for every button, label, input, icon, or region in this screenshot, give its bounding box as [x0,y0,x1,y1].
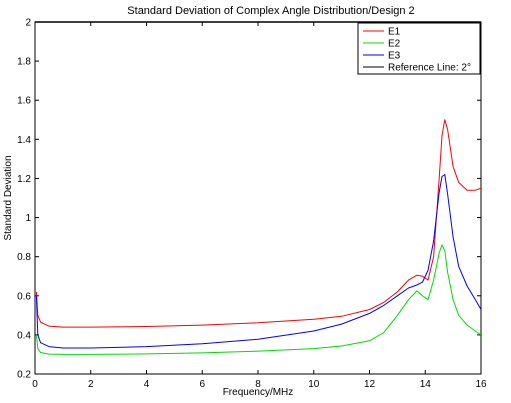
x-tick-label: 16 [475,379,487,390]
y-tick-label: 1.8 [17,57,31,68]
x-tick-label: 2 [88,379,94,390]
y-tick-label: 0.4 [17,330,31,341]
y-tick-label: 1.2 [17,174,31,185]
y-tick-label: 1 [25,213,31,224]
y-tick-label: 0.2 [17,370,31,381]
y-tick-label: 1.4 [17,135,31,146]
x-tick-label: 4 [144,379,150,390]
x-tick-label: 14 [420,379,432,390]
x-tick-label: 0 [32,379,38,390]
y-tick-label: 2 [25,18,31,29]
legend-entry: Reference Line: 2° [388,63,471,74]
x-tick-label: 10 [308,379,320,390]
y-axis-label: Standard Deviation [3,155,14,240]
y-tick-label: 1.6 [17,96,31,107]
legend-entry: E2 [388,39,401,50]
plot-area [35,22,481,374]
y-tick-label: 0.6 [17,291,31,302]
y-tick-label: 0.8 [17,252,31,263]
chart-title: Standard Deviation of Complex Angle Dist… [127,5,414,17]
legend-entry: E3 [388,51,401,62]
x-tick-label: 6 [199,379,205,390]
x-tick-label: 12 [364,379,376,390]
legend-entry: E1 [388,27,401,38]
x-axis-label: Frequency/MHz [223,387,294,398]
